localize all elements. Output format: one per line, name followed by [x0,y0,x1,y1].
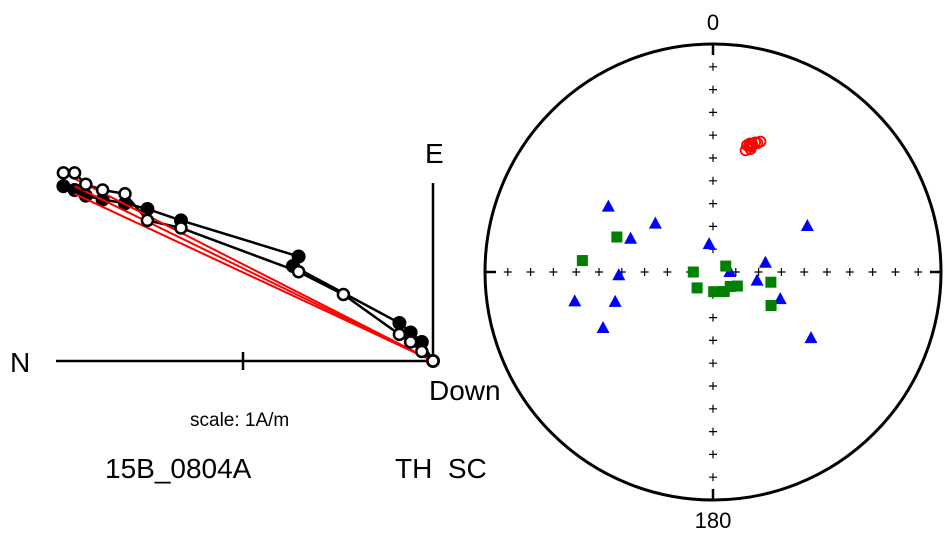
grid-cross [868,268,877,276]
grid-cross [709,336,717,345]
direction-triangle [608,294,622,307]
vertical-point [79,177,93,192]
vertical-point [403,335,418,349]
grid-cross [663,268,672,276]
direction-square [611,231,623,243]
direction-square [731,280,743,292]
grid-cross [709,222,717,231]
direction-triangle [601,199,615,212]
grid-cross [709,176,717,185]
vertical-point [67,166,82,180]
direction-square [718,285,730,297]
direction-triangle [750,273,764,286]
grid-cross [503,268,512,276]
grid-cross [891,268,900,276]
label-180: 180 [695,508,732,533]
horizontal-point [56,179,71,194]
vertical-point [291,264,306,279]
direction-triangle [800,218,814,231]
grid-cross [709,427,717,436]
grid-cross [709,313,717,322]
vertical-point [118,187,132,201]
grid-cross [709,62,717,71]
direction-triangle [648,216,662,229]
grid-cross [595,268,603,276]
vertical-point [174,221,188,235]
north-label: N [10,347,30,378]
direction-square [708,286,720,298]
grid-cross [709,199,717,208]
grid-cross [709,85,717,94]
direction-triangle [624,231,638,244]
grid-cross [800,268,809,276]
down-label: Down [429,375,501,406]
grid-cross [640,268,649,276]
fit-line [74,192,434,362]
fit-line [74,177,434,362]
label-zero: 0 [707,10,719,35]
direction-triangle [773,292,787,305]
direction-circle [744,143,757,155]
vertical-point [392,327,407,342]
grid-cross [823,268,831,276]
grid-cross [845,268,854,276]
grid-cross [526,268,535,276]
direction-square [576,255,588,267]
vertical-point [336,287,351,302]
grid-cross [709,154,717,162]
treatment-tags: TH SC [395,453,487,484]
horizontal-point [392,316,407,330]
direction-triangle [612,268,626,281]
direction-square [724,280,736,292]
grid-cross [914,268,923,276]
vertical-point [95,183,110,197]
direction-square [691,282,703,294]
east-label: E [425,138,444,169]
direction-triangle [758,255,772,268]
direction-square [765,276,777,288]
direction-square [720,260,732,272]
direction-triangle [596,321,610,334]
grid-cross [709,404,717,413]
direction-triangle [568,294,582,307]
fit-line [74,185,434,362]
scale-label: scale: 1A/m [190,410,289,431]
grid-cross [754,268,763,276]
direction-triangle [702,237,716,250]
grid-cross [709,382,717,390]
vertical-point [56,166,71,180]
direction-square [765,300,777,312]
grid-cross [572,268,581,276]
grid-cross [777,268,786,276]
vertical-point [415,344,429,359]
grid-cross [709,359,717,368]
grid-cross [709,450,717,459]
grid-cross [709,108,717,117]
stereonet: 0 180 [483,10,943,533]
direction-triangle [804,331,818,344]
vertical-point [140,213,155,228]
zijderveld-plot: N E Down scale: 1A/m 15B_0804A TH SC [10,138,501,484]
specimen-label: 15B_0804A [105,453,252,484]
direction-circle [754,135,767,148]
vertical-point [426,354,440,368]
direction-square [687,266,699,278]
grid-cross [709,473,717,482]
grid-cross [549,268,558,276]
grid-cross [709,131,717,140]
